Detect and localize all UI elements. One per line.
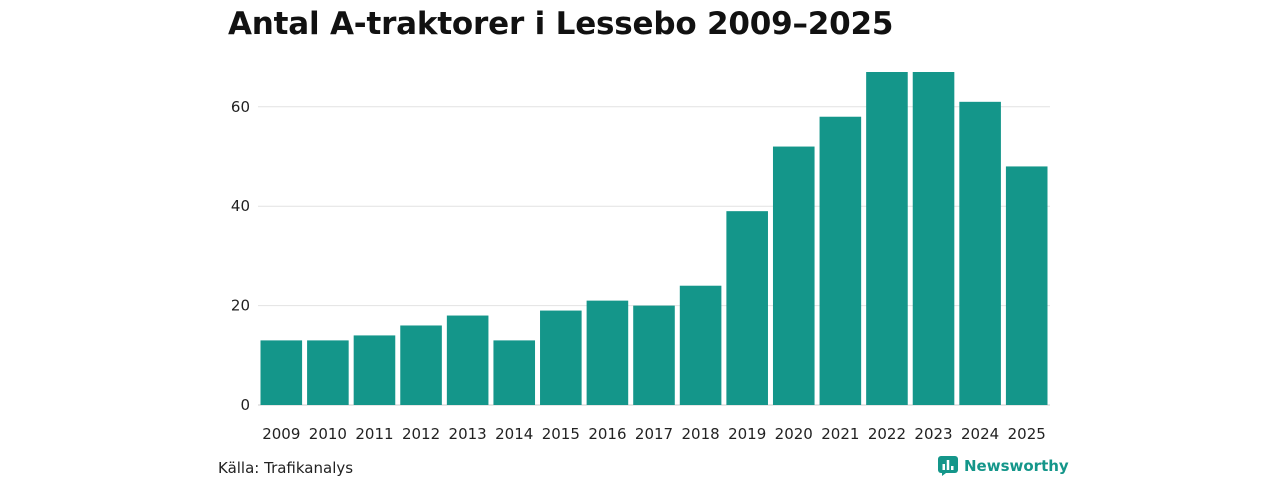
bar-2023 <box>912 72 955 405</box>
source-note: Källa: Trafikanalys <box>218 459 354 477</box>
bar-2024 <box>959 101 1001 405</box>
bar-2016 <box>586 300 629 405</box>
x-tick-label: 2010 <box>309 425 347 443</box>
bar-2010 <box>307 340 349 405</box>
x-tick-label: 2025 <box>1008 425 1046 443</box>
x-tick-label: 2013 <box>449 425 487 443</box>
y-tick-label: 60 <box>231 98 250 116</box>
x-tick-label: 2018 <box>681 425 719 443</box>
brand: Newsworthy <box>938 456 1069 476</box>
bar-2018 <box>679 285 722 405</box>
x-tick-label: 2021 <box>821 425 859 443</box>
bar-2013 <box>446 315 489 405</box>
bar-2021 <box>819 116 862 405</box>
bar-2012 <box>400 325 442 405</box>
bars <box>260 72 1048 405</box>
bar-2022 <box>866 72 908 405</box>
bar-2020 <box>772 146 815 405</box>
bar-2017 <box>633 305 675 405</box>
x-tick-label: 2020 <box>775 425 813 443</box>
x-tick-label: 2014 <box>495 425 533 443</box>
y-tick-label: 20 <box>231 297 250 315</box>
x-tick-label: 2012 <box>402 425 440 443</box>
x-tick-label: 2019 <box>728 425 766 443</box>
x-tick-label: 2022 <box>868 425 906 443</box>
bar-2025 <box>1005 166 1048 405</box>
chart-title: Antal A-traktorer i Lessebo 2009–2025 <box>228 6 894 42</box>
y-tick-label: 40 <box>231 197 250 215</box>
y-axis: 0 20 40 60 <box>231 98 250 414</box>
x-axis: 2009 2010 2011 2012 2013 2014 2015 2016 2017 2018… <box>262 425 1046 443</box>
bar-2014 <box>493 340 536 405</box>
bar-2011 <box>353 335 396 405</box>
bar-2009 <box>260 340 303 405</box>
x-tick-label: 2009 <box>262 425 300 443</box>
x-tick-label: 2024 <box>961 425 999 443</box>
x-tick-label: 2015 <box>542 425 580 443</box>
y-tick-label: 0 <box>240 396 250 414</box>
x-tick-label: 2017 <box>635 425 673 443</box>
x-tick-label: 2016 <box>588 425 626 443</box>
brand-name: Newsworthy <box>964 457 1069 475</box>
x-tick-label: 2011 <box>355 425 393 443</box>
newsworthy-logo-icon <box>938 456 958 476</box>
bar-2015 <box>540 310 582 405</box>
x-tick-label: 2023 <box>914 425 952 443</box>
bar-2019 <box>726 211 768 405</box>
